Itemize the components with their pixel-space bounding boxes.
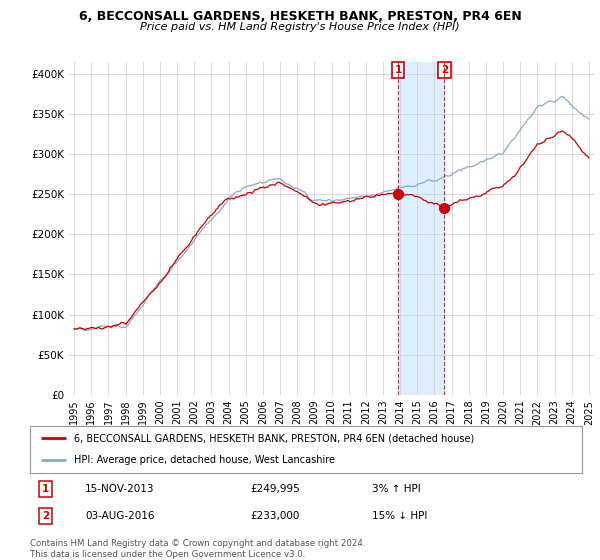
Text: 2: 2 bbox=[441, 65, 448, 75]
Text: £233,000: £233,000 bbox=[251, 511, 300, 521]
Text: 15-NOV-2013: 15-NOV-2013 bbox=[85, 484, 155, 494]
Bar bbox=[398, 62, 445, 395]
Text: Price paid vs. HM Land Registry's House Price Index (HPI): Price paid vs. HM Land Registry's House … bbox=[140, 22, 460, 32]
Text: £249,995: £249,995 bbox=[251, 484, 301, 494]
Text: 3% ↑ HPI: 3% ↑ HPI bbox=[372, 484, 421, 494]
Text: Contains HM Land Registry data © Crown copyright and database right 2024.
This d: Contains HM Land Registry data © Crown c… bbox=[30, 539, 365, 559]
Text: 2: 2 bbox=[42, 511, 49, 521]
Text: 1: 1 bbox=[394, 65, 401, 75]
Text: HPI: Average price, detached house, West Lancashire: HPI: Average price, detached house, West… bbox=[74, 455, 335, 465]
Text: 6, BECCONSALL GARDENS, HESKETH BANK, PRESTON, PR4 6EN: 6, BECCONSALL GARDENS, HESKETH BANK, PRE… bbox=[79, 10, 521, 23]
Text: 15% ↓ HPI: 15% ↓ HPI bbox=[372, 511, 428, 521]
Text: 1: 1 bbox=[42, 484, 49, 494]
Text: 03-AUG-2016: 03-AUG-2016 bbox=[85, 511, 155, 521]
Text: 6, BECCONSALL GARDENS, HESKETH BANK, PRESTON, PR4 6EN (detached house): 6, BECCONSALL GARDENS, HESKETH BANK, PRE… bbox=[74, 433, 475, 444]
